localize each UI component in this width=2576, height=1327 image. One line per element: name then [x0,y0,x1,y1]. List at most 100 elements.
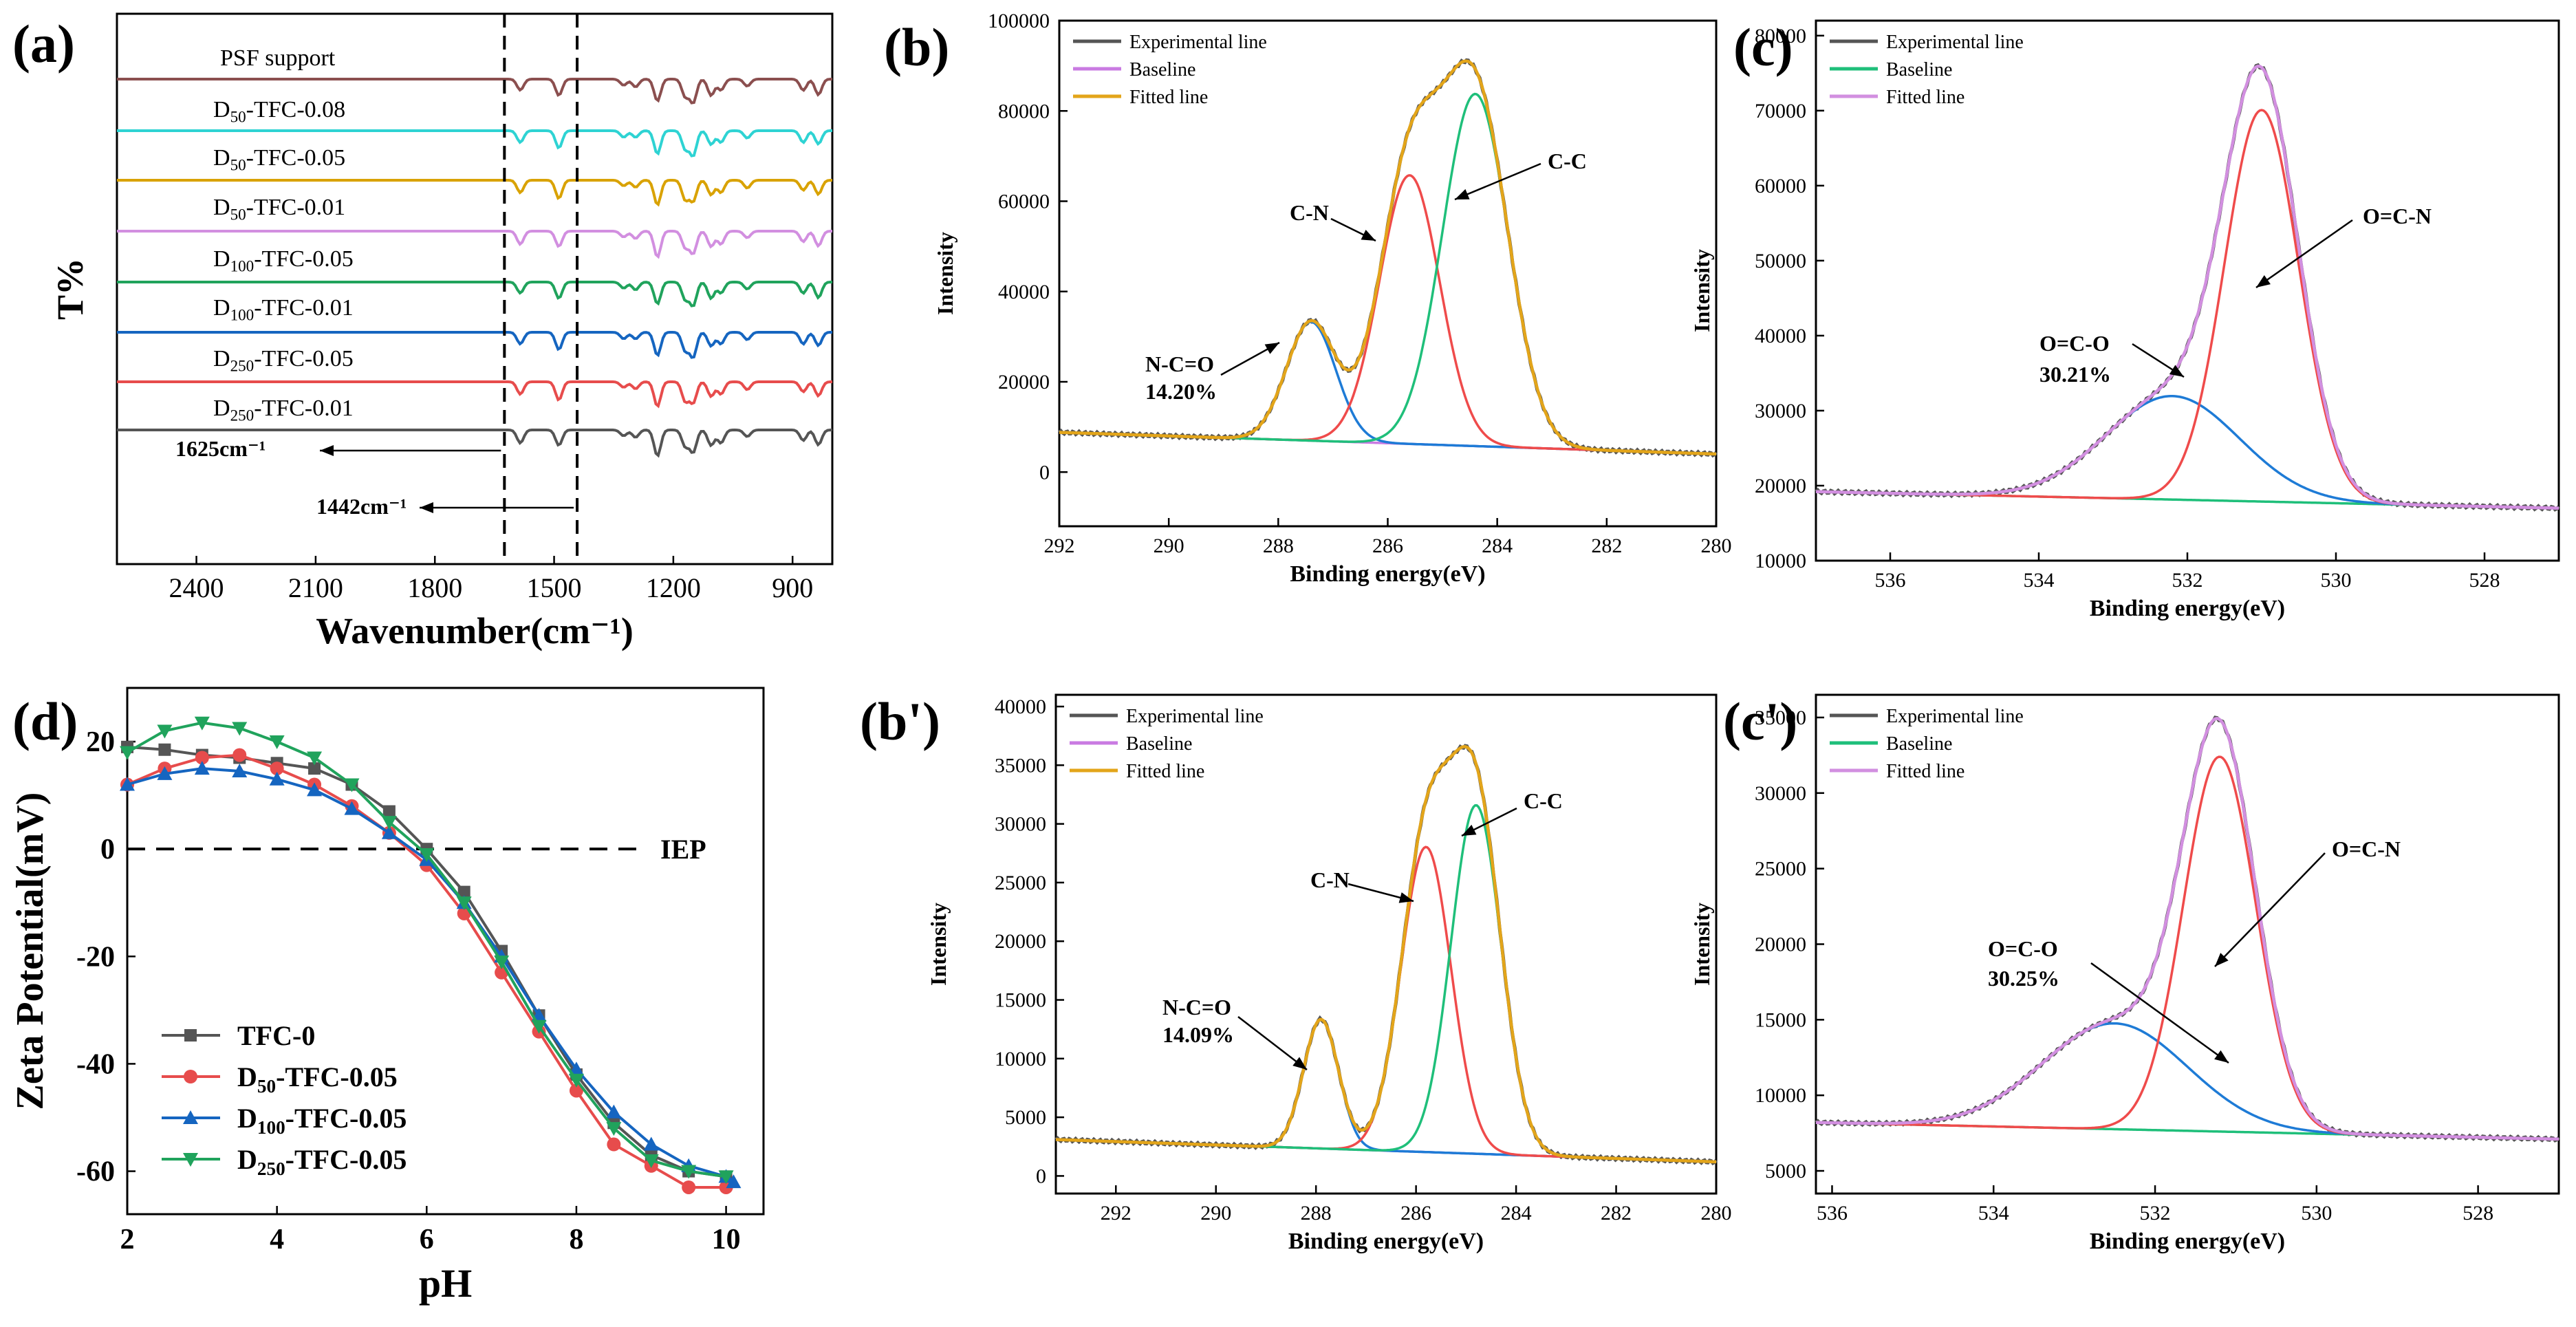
peak-annotation: O=C-O [2039,331,2110,356]
x-tick-label: 536 [1875,569,1906,592]
annotation-arrow-head [2215,953,2229,967]
y-axis-title: Intensity [926,903,951,986]
marker-triangle-down [381,816,397,830]
marker-triangle-down [568,1073,584,1088]
panel-label: (a) [12,14,75,74]
y-tick-label: 70000 [1755,100,1806,122]
peak-ocn-line [1815,109,2559,510]
peak-cc-line [1055,804,1716,1163]
marker-triangle-down [194,716,210,731]
marker-circle [569,1083,583,1098]
y-tick-label: 25000 [995,872,1046,894]
peak-annotation: 30.21% [2039,362,2111,387]
experimental-line [1815,63,2560,512]
plot-frame [126,687,765,1216]
y-tick-label: 40000 [998,281,1050,303]
legend-label: Baseline [1129,59,1195,80]
marker-triangle-down [269,735,285,750]
x-tick-label: 4 [270,1224,284,1255]
ftir-curve-label: D100-TFC-0.01 [213,295,354,324]
peak-annotation: N-C=O [1162,995,1231,1019]
y-tick-label: 10000 [1755,1084,1806,1107]
ftir-curve [117,380,833,409]
legend-label: D50-TFC-0.05 [237,1061,398,1097]
fitted-line [1055,745,1716,1164]
x-axis-title: Binding energy(eV) [2090,1229,2285,1254]
x-tick-label: 1500 [527,572,582,603]
x-tick-label: 1200 [646,572,701,603]
legend-label: Fitted line [1129,87,1208,108]
y-tick-label: 0 [1039,461,1050,484]
y-tick-label: 100000 [988,10,1050,32]
y-tick-label: -60 [76,1156,115,1188]
y-tick-label: 20000 [1755,934,1806,956]
x-tick-label: 286 [1372,535,1403,557]
x-axis-title: Binding energy(eV) [1290,561,1485,587]
y-tick-label: 40000 [995,695,1046,718]
marker-triangle-up [344,801,360,815]
annotation-arrow-head [1361,229,1376,241]
marker-triangle-up [269,771,285,786]
legend-label: Fitted line [1126,761,1204,782]
ftir-curve-label: PSF support [220,45,336,71]
y-tick-label: 5000 [1005,1106,1046,1129]
marker-triangle-up [194,761,210,775]
marker-triangle-up [643,1136,659,1151]
marker-triangle-down [718,1170,734,1185]
panel-label: (b) [884,17,949,77]
zeta-series-line [127,745,726,1178]
x-tick-label: 284 [1501,1202,1532,1224]
y-tick-label: 15000 [995,989,1046,1012]
annotation-arrow-head [1292,1057,1307,1070]
panel-label: (c') [1723,691,1797,751]
ftir-curve [117,129,832,158]
marker-triangle-down [157,724,173,739]
x-tick-label: 2100 [288,572,343,603]
x-tick-label: 8 [569,1224,583,1255]
x-tick-label: 282 [1591,535,1622,557]
x-axis-title: Binding energy(eV) [1288,1229,1484,1254]
marker-triangle-up [568,1061,584,1076]
marker-square [457,885,470,898]
x-tick-label: 284 [1482,535,1513,557]
legend-label: Baseline [1886,59,1952,80]
x-tick-label: 1800 [407,572,462,603]
y-axis-title: Zeta Potential(mV) [9,792,52,1110]
marker-triangle-up [381,825,397,839]
legend-label: TFC-0 [237,1020,315,1051]
experimental-line [1054,744,1718,1166]
x-tick-label: 532 [2140,1202,2171,1224]
peak-annotation: O=C-N [2332,837,2401,861]
marker-square [308,762,321,775]
panel-b2: (b') 292 290 288 286 284 282 280 0 5000 10000 15000… [860,691,1732,1254]
x-tick-label: 536 [1817,1202,1848,1224]
marker-triangle-down [606,1122,622,1136]
y-axis-title: Intensity [933,232,957,315]
x-tick-label: 534 [2024,569,2055,592]
y-tick-label: 5000 [1765,1160,1806,1183]
annotation-arrow-1625-head [320,445,334,456]
annotation-arrow-head [2256,274,2271,288]
marker-square [382,805,396,818]
marker-triangle-up [726,1174,742,1189]
marker-circle [270,762,284,776]
y-tick-label: 10000 [995,1048,1046,1070]
annotation-arrow [1454,162,1541,201]
marker-circle [184,1070,197,1083]
marker-triangle-down [531,1019,547,1034]
annotation-arrow-head [1455,188,1470,199]
panel-label: (c) [1733,17,1793,77]
y-tick-label: 0 [100,834,115,865]
plot-frame [116,12,834,565]
legend-label: Fitted line [1886,761,1965,782]
y-tick-label: 80000 [1755,25,1806,47]
peak-annotation: C-C [1524,788,1563,813]
peak-annotation: N-C=O [1145,352,1214,376]
marker-triangle-down [307,751,323,766]
panel-a: (a) 2400 2100 1800 1500 1200 900 Wavenumber(cm⁻… [12,12,834,651]
peak-annotation: 14.20% [1145,379,1217,404]
x-tick-label: 528 [2469,569,2500,592]
annotation-arrow-head [1398,892,1414,903]
marker-circle [195,751,209,765]
